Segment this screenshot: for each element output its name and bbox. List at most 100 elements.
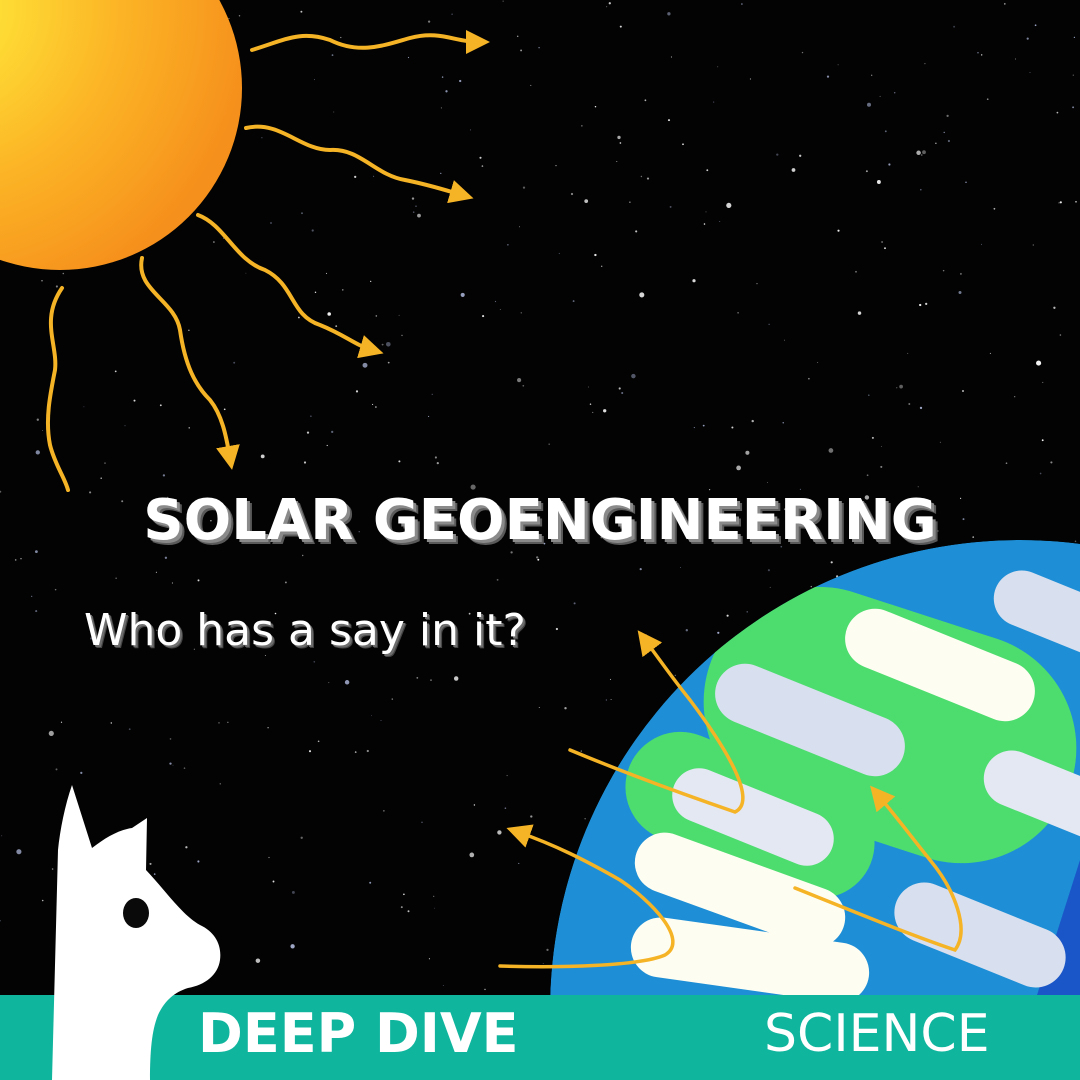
star [1026,37,1029,40]
star [564,707,567,710]
star [808,377,810,380]
star [592,411,594,413]
star [548,443,550,445]
star [1072,106,1075,109]
star [717,66,719,68]
star [470,484,476,490]
star [55,285,58,288]
star [441,76,444,78]
star [573,602,576,605]
star [640,175,643,178]
star [42,430,43,431]
star [354,175,357,179]
star [398,460,401,463]
star [183,767,186,769]
star [618,387,621,390]
star [36,418,39,421]
star [238,15,241,17]
star [855,270,857,273]
star [162,474,166,477]
star [862,537,864,539]
star [837,64,839,66]
star [925,302,928,306]
star [959,272,962,275]
star [737,311,739,314]
star [570,192,574,196]
star [776,153,779,156]
star [736,465,741,471]
star [1034,24,1037,27]
star [667,119,671,122]
star [880,465,883,468]
reflected-ray-arrow-icon [568,630,745,814]
star [331,54,334,56]
star [267,726,269,729]
star [751,419,754,423]
star [327,312,331,316]
star [303,461,307,464]
star [1014,58,1017,60]
star [555,627,559,631]
star [35,610,38,613]
star [866,474,869,477]
star [682,143,684,146]
star [313,79,316,81]
star [702,424,705,427]
star [606,6,608,8]
star [726,202,732,208]
star [1073,36,1076,39]
star [989,352,991,354]
star [535,541,538,544]
star [981,243,983,245]
star [769,586,771,588]
star [155,571,157,573]
star [645,634,647,636]
star [685,629,688,632]
star [520,312,522,314]
star [726,614,729,617]
star [884,247,886,250]
star [947,139,950,143]
star [965,181,967,184]
star [830,561,833,564]
star [20,558,22,560]
star [442,984,444,986]
star [301,212,303,215]
star [48,730,54,736]
star [218,722,220,724]
star [499,309,501,311]
star [383,810,385,812]
star [610,698,612,701]
star [899,384,903,389]
star [311,229,314,232]
star [881,241,884,243]
star [792,513,795,516]
star [1059,201,1062,204]
star [1075,201,1077,203]
star [609,678,612,680]
star [421,821,423,823]
star [581,125,583,127]
star [867,102,871,107]
star [261,137,263,139]
star [169,738,172,740]
star [584,199,589,203]
star [90,637,93,640]
star [745,450,750,455]
star [924,62,926,65]
star [564,516,566,518]
star [428,958,430,960]
star [373,175,375,177]
star [919,303,922,307]
star [400,906,403,909]
star [917,486,919,488]
star [516,35,519,38]
star [416,677,419,679]
star [453,676,459,681]
star [164,925,166,926]
star [459,79,462,83]
star [635,230,638,233]
star [126,616,128,618]
star [60,721,63,723]
sun-icon [0,0,242,270]
